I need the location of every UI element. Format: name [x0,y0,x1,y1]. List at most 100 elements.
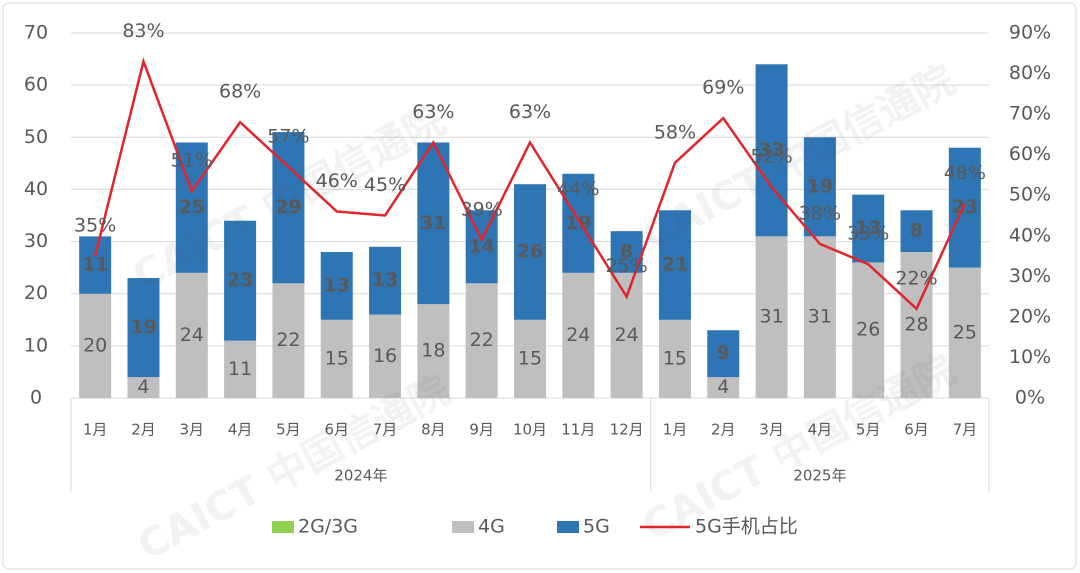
bar-value-label: 24 [566,324,590,346]
y2-tick-label: 0% [1015,387,1045,409]
bar [755,236,788,398]
y2-tick-label: 40% [1009,224,1051,246]
bar [900,210,933,252]
x-tick-label: 1月 [83,421,108,439]
bar-value-label: 13 [324,274,350,296]
x-group-label: 2024年 [334,467,387,485]
bar-value-label: 19 [130,316,156,338]
y-tick-label: 60 [24,74,48,96]
bar [127,377,160,398]
bar [948,147,981,268]
line-value-label: 38% [799,202,841,224]
bar [417,142,450,305]
y2-tick-label: 50% [1009,184,1051,206]
y2-tick-label: 70% [1009,103,1051,125]
legend-label: 5G手机占比 [695,516,798,538]
line-value-label: 52% [750,146,792,168]
legend-label: 5G [583,516,610,538]
bar-value-label: 29 [275,196,301,218]
bar-value-label: 31 [759,306,783,328]
bar-value-label: 22 [470,329,494,351]
bar-value-label: 8 [620,241,633,263]
bar [224,220,257,341]
bar-value-label: 20 [83,334,107,356]
y-tick-label: 40 [24,178,48,200]
line-value-label: 57% [267,125,309,147]
bar [707,377,740,398]
bar [224,340,257,398]
x-tick-label: 11月 [561,421,595,439]
y-tick-label: 30 [24,230,48,252]
bar-value-label: 4 [137,376,149,398]
bar-value-label: 24 [180,324,204,346]
bar-value-label: 31 [420,212,446,234]
bar-value-label: 15 [663,347,687,369]
bar [514,319,546,398]
line-value-label: 51% [171,150,213,172]
line-value-label: 63% [412,101,454,123]
bar [79,293,112,398]
legend-swatch [272,521,294,533]
bar-value-label: 23 [952,196,978,218]
bar [562,173,595,273]
bar [272,283,305,398]
x-tick-label: 4月 [808,421,833,439]
y2-tick-label: 90% [1009,22,1051,44]
x-tick-label: 3月 [180,421,205,439]
bar [465,210,498,284]
legend-swatch [557,521,579,533]
x-tick-label: 3月 [759,421,784,439]
bar-value-label: 15 [325,347,349,369]
x-tick-label: 7月 [373,421,398,439]
bar [755,64,788,237]
bar [369,314,402,398]
x-tick-label: 12月 [610,421,644,439]
x-tick-label: 2月 [131,421,156,439]
bar-value-label: 14 [468,235,494,257]
bar-value-label: 25 [179,196,205,218]
y-tick-label: 50 [24,126,48,148]
bar-value-label: 26 [517,241,543,263]
x-tick-label: 4月 [228,421,253,439]
line-value-label: 33% [847,223,889,245]
bar-value-label: 15 [518,347,542,369]
bar [369,246,402,315]
x-tick-label: 10月 [513,421,547,439]
line-value-label: 22% [895,267,937,289]
x-tick-label: 6月 [904,421,929,439]
line-value-label: 46% [316,170,358,192]
bar [803,236,836,398]
bar-value-label: 9 [717,342,730,364]
x-tick-label: 1月 [663,421,688,439]
bar-value-label: 4 [717,376,729,398]
x-tick-label: 2月 [711,421,736,439]
bar [852,194,885,263]
bar-value-label: 16 [373,345,397,367]
bar-value-label: 8 [910,220,923,242]
line-value-label: 58% [654,121,696,143]
y2-tick-label: 60% [1009,143,1051,165]
legend-swatch [452,521,474,533]
x-tick-label: 7月 [953,421,978,439]
y2-tick-label: 20% [1009,305,1051,327]
bar [658,210,691,320]
bar [803,137,836,237]
line-value-label: 83% [122,20,164,42]
bar [707,330,740,378]
x-group-label: 2025年 [793,467,846,485]
bar [658,319,691,398]
x-tick-label: 8月 [421,421,446,439]
bar-value-label: 25 [953,321,977,343]
line [93,57,966,311]
bar [562,272,595,398]
bar-value-label: 24 [615,324,639,346]
line-value-label: 35% [74,215,116,237]
line-value-label: 44% [557,178,599,200]
bar-value-label: 11 [228,358,252,380]
bar-value-label: 21 [662,254,688,276]
bar-value-label: 19 [807,175,833,197]
bar [175,272,208,398]
bar [465,283,498,398]
bar [417,304,450,398]
bar-value-label: 28 [904,314,928,336]
